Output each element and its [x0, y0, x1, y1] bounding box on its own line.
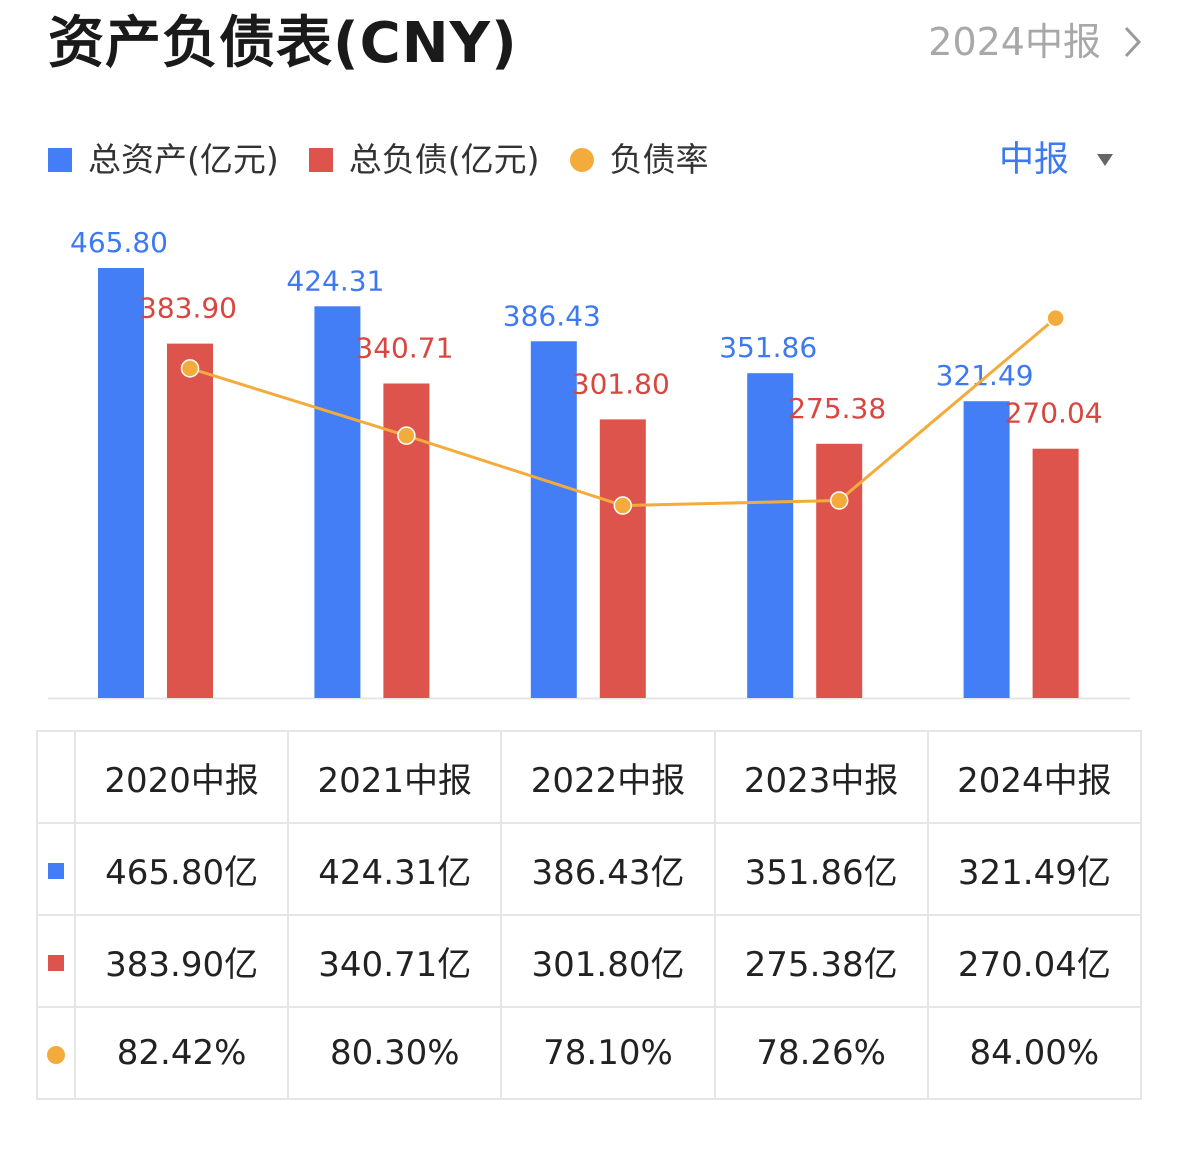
assets-bar: [530, 341, 577, 698]
legend-item-ratio[interactable]: 负债率: [569, 132, 709, 188]
assets-data-label: 465.80: [70, 226, 168, 259]
table-cell: 80.30%: [287, 1006, 503, 1100]
table-cell: 270.04亿: [926, 914, 1143, 1008]
table-cell: 275.38亿: [713, 914, 929, 1008]
ratio-dot-icon: [569, 148, 594, 172]
assets-marker-icon: [48, 862, 64, 879]
legend-label-liabilities: 总负债(亿元): [348, 140, 540, 179]
legend-item-assets[interactable]: 总资产(亿元): [48, 132, 279, 188]
liabilities-marker-icon: [48, 954, 64, 971]
liabilities-data-label: 340.71: [355, 331, 453, 364]
period-select-label: 中报: [998, 140, 1069, 180]
assets-swatch-icon: [48, 148, 72, 172]
table-cell: 351.86亿: [713, 822, 929, 916]
ratio-point: [613, 496, 633, 515]
table-header-cell: 2024中报: [926, 730, 1143, 824]
page-title: 资产负债表(CNY): [48, 11, 518, 76]
table-cell: 84.00%: [926, 1006, 1143, 1100]
assets-bar: [963, 401, 1010, 698]
table-row-ratio: 82.42% 80.30% 78.10% 78.26% 84.00%: [36, 1006, 1143, 1100]
table-cell: 301.80亿: [500, 914, 716, 1008]
table-marker-cell: [36, 822, 76, 916]
report-period-link[interactable]: 2024中报: [928, 14, 1143, 70]
table-row-assets: 465.80亿 424.31亿 386.43亿 351.86亿 321.49亿: [36, 822, 1143, 916]
ratio-point: [1046, 308, 1065, 328]
assets-bar: [747, 373, 794, 698]
assets-data-label: 351.86: [719, 331, 817, 364]
data-table: 2020中报 2021中报 2022中报 2023中报 2024中报 465.8…: [36, 730, 1143, 1100]
table-header-cell: 2021中报: [287, 730, 503, 824]
table-marker-cell: [36, 1006, 76, 1100]
ratio-point: [829, 491, 849, 510]
period-select[interactable]: 中报: [999, 132, 1113, 188]
liabilities-data-label: 301.80: [572, 367, 670, 400]
table-cell: 321.49亿: [926, 822, 1143, 916]
legend-item-liabilities[interactable]: 总负债(亿元): [308, 132, 540, 188]
table-cell: 424.31亿: [287, 822, 503, 916]
dropdown-triangle-icon: [1097, 154, 1113, 166]
liabilities-data-label: 275.38: [788, 392, 886, 425]
report-period-label: 2024中报: [928, 20, 1101, 64]
liabilities-bar: [599, 419, 646, 698]
liabilities-bar: [816, 443, 863, 698]
table-marker-cell: [36, 914, 76, 1008]
table-header-cell: 2022中报: [500, 730, 716, 824]
liabilities-swatch-icon: [308, 148, 333, 172]
table-cell: 78.26%: [713, 1006, 929, 1100]
ratio-point: [397, 426, 416, 445]
table-header-cell: 2023中报: [713, 730, 929, 824]
assets-data-label: 386.43: [503, 299, 601, 332]
assets-data-label: 321.49: [936, 359, 1034, 392]
liabilities-bar: [167, 343, 213, 698]
legend-label-assets: 总资产(亿元): [88, 140, 279, 179]
assets-bar: [314, 306, 361, 698]
table-cell: 82.42%: [73, 1006, 290, 1100]
assets-data-label: 424.31: [286, 264, 384, 297]
liabilities-bar: [1032, 448, 1079, 698]
table-cell: 383.90亿: [73, 914, 290, 1008]
balance-sheet-chart: 465.80 383.90 424.31 340.71 386.43 301.80 351.…: [48, 226, 1130, 700]
chevron-right-icon: [1124, 26, 1142, 58]
assets-bar: [98, 268, 144, 698]
ratio-point: [180, 359, 200, 378]
liabilities-data-label: 270.04: [1005, 397, 1103, 430]
liabilities-data-label: 383.90: [139, 292, 237, 325]
legend-label-ratio: 负债率: [609, 140, 709, 179]
table-header-row: 2020中报 2021中报 2022中报 2023中报 2024中报: [36, 730, 1143, 824]
table-header-cell: 2020中报: [73, 730, 290, 824]
table-corner-cell: [36, 730, 76, 824]
table-cell: 386.43亿: [500, 822, 716, 916]
table-cell: 465.80亿: [73, 822, 290, 916]
table-cell: 340.71亿: [287, 914, 503, 1008]
table-cell: 78.10%: [500, 1006, 716, 1100]
ratio-marker-icon: [47, 1045, 65, 1064]
table-row-liabilities: 383.90亿 340.71亿 301.80亿 275.38亿 270.04亿: [36, 914, 1143, 1008]
chart-legend: 总资产(亿元) 总负债(亿元) 负债率: [48, 132, 739, 188]
